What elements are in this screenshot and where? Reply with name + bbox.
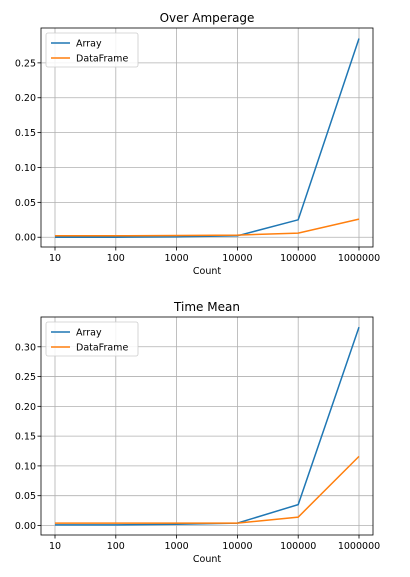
series-line-dataframe xyxy=(55,218,360,237)
y-tick-label: 0.10 xyxy=(15,461,36,472)
x-tick-label: 10 xyxy=(49,541,61,552)
y-tick-label: 0.20 xyxy=(15,93,36,104)
y-tick-label: 0.15 xyxy=(15,128,36,139)
chart-2: 10 100 1000 10000 100000 1000000 0.00 0.05 0.10 0… xyxy=(15,300,380,565)
x-tick-label: 1000000 xyxy=(338,541,380,552)
chart-title: Over Amperage xyxy=(160,11,255,25)
legend-label: Array xyxy=(76,39,102,50)
y-tick-label: 0.05 xyxy=(15,491,36,502)
y-tick-label: 0.25 xyxy=(15,372,36,383)
y-tick-label: 0.05 xyxy=(15,198,36,209)
x-tick-label: 100000 xyxy=(280,541,316,552)
y-tick-label: 0.15 xyxy=(15,432,36,443)
x-axis-label: Count xyxy=(193,554,221,565)
legend-label: DataFrame xyxy=(76,54,128,65)
y-tick-label: 0.00 xyxy=(15,521,36,532)
x-tick-label: 10 xyxy=(49,253,61,264)
plot-frame xyxy=(40,27,374,248)
legend-label: Array xyxy=(76,328,102,339)
x-tick-label: 100 xyxy=(107,253,125,264)
y-tick-label: 0.10 xyxy=(15,163,36,174)
x-tick-label: 1000000 xyxy=(338,253,380,264)
x-tick-label: 100 xyxy=(107,541,125,552)
y-tick-label: 0.00 xyxy=(15,233,36,244)
x-tick-label: 1000 xyxy=(165,253,189,264)
y-tick-label: 0.25 xyxy=(15,58,36,69)
y-tick-label: 0.20 xyxy=(15,402,36,413)
series-line-dataframe xyxy=(55,455,360,524)
chart-1: 10 100 1000 10000 100000 1000000 0.00 0.05 0.10 0… xyxy=(15,11,380,277)
x-tick-label: 10000 xyxy=(222,541,252,552)
series-line-array xyxy=(55,326,360,526)
x-axis-label: Count xyxy=(193,266,221,277)
legend-label: DataFrame xyxy=(76,343,128,354)
y-tick-label: 0.30 xyxy=(15,342,36,353)
x-tick-label: 100000 xyxy=(280,253,316,264)
x-tick-label: 10000 xyxy=(222,253,252,264)
chart-title: Time Mean xyxy=(173,300,240,314)
x-tick-label: 1000 xyxy=(165,541,189,552)
plot-frame xyxy=(40,316,374,536)
series-line-array xyxy=(55,38,360,238)
